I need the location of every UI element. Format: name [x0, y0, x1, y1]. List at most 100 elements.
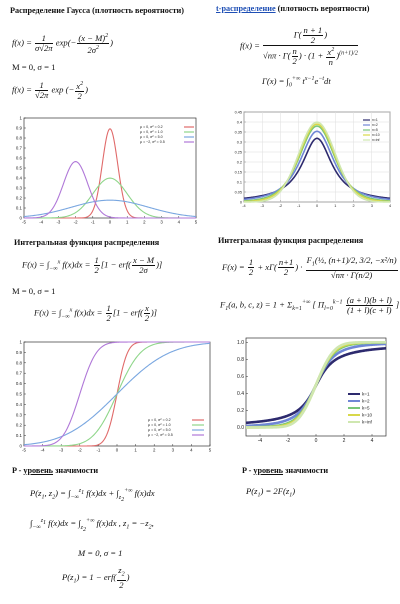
y-tick-label: 0.8	[237, 357, 244, 363]
gauss-cdf-chart: -5 -4 -3 -2 -1 0 1 2 3 4 5 0 0.1 0.2 0.3 0.4 0.5 0.6 0.7 0.…	[16, 339, 212, 452]
legend-label: k=5	[362, 406, 370, 411]
y-tick-label: 0.0	[237, 425, 244, 431]
x-tick-label: 1	[126, 219, 129, 224]
p-formula-3: M = 0, σ = 1	[78, 548, 123, 558]
x-tick-label: 2	[352, 204, 354, 208]
legend-label: μ = 0, σ² = 1.0	[148, 423, 171, 427]
x-tick-label: -4	[258, 438, 263, 444]
y-tick-label: 0.2	[237, 408, 244, 414]
y-tick-label: 0.3	[16, 185, 23, 190]
x-tick-label: 0	[109, 219, 112, 224]
x-tick-label: -3	[59, 447, 63, 452]
legend-label: μ = 0, σ² = 1.0	[140, 130, 163, 134]
gauss-formula-1: f(x) = 1 σ√2π exp(− (x − M)2 2σ2)	[12, 32, 114, 55]
t-cdf-series-4	[246, 340, 386, 429]
y-tick-label: 0.4	[16, 402, 23, 407]
right-integral-title: Интегральная функция распределения	[218, 236, 364, 245]
x-tick-label: -4	[39, 219, 43, 224]
x-tick-label: 3	[172, 447, 175, 452]
x-tick-label: 2	[153, 447, 156, 452]
t-pdf-series-1	[243, 130, 391, 201]
legend-label: n=1	[372, 118, 378, 122]
t-pdf-series-2	[243, 125, 391, 202]
x-tick-label: -5	[22, 219, 26, 224]
p-level-link-left[interactable]: уровень	[23, 466, 54, 475]
y-tick-label: 0.4	[16, 175, 23, 180]
t-pdf-series-3	[243, 123, 391, 203]
y-tick-label: 0.8	[16, 360, 23, 365]
plot-frame	[23, 117, 197, 219]
legend-label: μ = 0, σ² = 0.2	[140, 125, 163, 129]
legend-label: n=5	[372, 128, 378, 132]
left-integral-formula-2: F(x) = ∫−∞x f(x)dx = 1 2 [1 − erf(x 2)]	[34, 303, 158, 323]
gauss-pdf-series-2	[23, 199, 197, 218]
p-formula-2: ∫−∞z1 f(x)dx = ∫z2+∞ f(x)dx , z1 = −z2,	[30, 518, 154, 533]
legend-label: μ = −2, σ² = 0.5	[140, 140, 165, 144]
x-tick-label: 3	[160, 219, 163, 224]
p-formula-4: P(z1) = 1 − erf(z2 2)	[62, 565, 130, 590]
x-tick-label: 0	[315, 438, 318, 444]
gauss-title: Распределение Гаусса (плотность вероятно…	[10, 6, 184, 15]
y-tick-label: 1.0	[237, 340, 244, 346]
y-tick-label: 1	[20, 339, 23, 344]
y-tick-label: 0	[20, 443, 23, 448]
y-tick-label: 0.25	[235, 150, 242, 154]
t-title: t-распределение (плотность вероятности)	[216, 4, 370, 13]
x-tick-label: 2	[343, 438, 346, 444]
legend-label: μ = −2, σ² = 0.5	[148, 433, 173, 437]
gauss-pdf-series-0	[24, 128, 196, 219]
t-density-chart: -4 -3 -2 -1 0 1 2 3 4 0 0.05 0.1 0.15 0.2 0.25 0.3 0.35 0…	[235, 110, 391, 208]
legend-label: μ = 0, σ² = 5.0	[140, 135, 163, 139]
x-tick-label: -1	[91, 219, 95, 224]
y-tick-label: 0.4	[237, 120, 242, 124]
y-tick-label: 0.9	[16, 125, 23, 130]
left-integral-formula-1: F(x) = ∫−∞x f(x)dx = 1 2 [1 − erf(x − M 2σ)…	[22, 255, 163, 275]
x-tick-label: 2	[143, 219, 146, 224]
p-formula-1: P(z1, z2) = ∫−∞z1 f(x)dx + ∫z2+∞ f(x)dx	[30, 488, 155, 503]
y-tick-label: 0.6	[237, 374, 244, 380]
left-integral-title: Интегральная функция распределения	[14, 238, 160, 247]
y-tick-label: 0.2	[16, 423, 23, 428]
x-tick-label: 4	[178, 219, 181, 224]
p-level-link-right[interactable]: уровень	[253, 466, 284, 475]
y-tick-label: 1	[20, 115, 23, 120]
x-tick-label: -3	[56, 219, 60, 224]
t-pdf-series-4	[244, 121, 390, 203]
x-tick-label: -1	[96, 447, 100, 452]
x-tick-label: -4	[242, 204, 245, 208]
y-tick-label: 0.4	[237, 391, 244, 397]
legend-label: μ = 0, σ² = 5.0	[148, 428, 171, 432]
y-tick-label: 0.9	[16, 350, 23, 355]
x-tick-label: 4	[190, 447, 193, 452]
t-distribution-link[interactable]: t-распределение	[216, 4, 276, 13]
y-tick-label: 0.8	[16, 135, 23, 140]
t-formula: f(x) = Γ(n + 1 2) √nπ · Γ(n 2) · (1 + x2 n)(…	[240, 25, 358, 67]
x-tick-label: 4	[389, 204, 391, 208]
y-tick-label: 0.5	[16, 391, 23, 396]
y-tick-label: 0.05	[235, 190, 242, 194]
x-tick-label: 0	[316, 204, 318, 208]
x-tick-label: -2	[78, 447, 82, 452]
y-tick-label: 0.6	[16, 155, 23, 160]
x-tick-label: -1	[297, 204, 300, 208]
y-tick-label: 0.35	[235, 130, 242, 134]
y-tick-label: 0.1	[237, 180, 242, 184]
x-tick-label: 5	[195, 219, 198, 224]
hypergeometric-formula: F1(a, b, c, z) = 1 + Σk=1+∞ [ Πl=0k−1 (a…	[220, 295, 400, 315]
gauss-formula-2: f(x) = 1 √2π exp (− x2 2)	[12, 79, 88, 101]
legend-label: k=1	[362, 392, 370, 397]
gamma-formula: Γ(x) = ∫0+∞ tx−1e−tdt	[262, 76, 331, 89]
y-tick-label: 0.45	[235, 110, 242, 114]
x-tick-label: -5	[22, 447, 26, 452]
y-tick-label: 0.5	[16, 165, 23, 170]
x-tick-label: -3	[261, 204, 264, 208]
legend-label: k=2	[362, 399, 370, 404]
y-tick-label: 0.2	[16, 195, 23, 200]
gauss-pdf-series-3	[24, 161, 196, 219]
y-tick-label: 0.3	[16, 412, 23, 417]
legend-label: k=10	[362, 413, 373, 418]
left-p-title: P - уровень значимости	[12, 466, 99, 475]
y-tick-label: 0.3	[237, 140, 242, 144]
y-tick-label: 0.7	[16, 145, 23, 150]
